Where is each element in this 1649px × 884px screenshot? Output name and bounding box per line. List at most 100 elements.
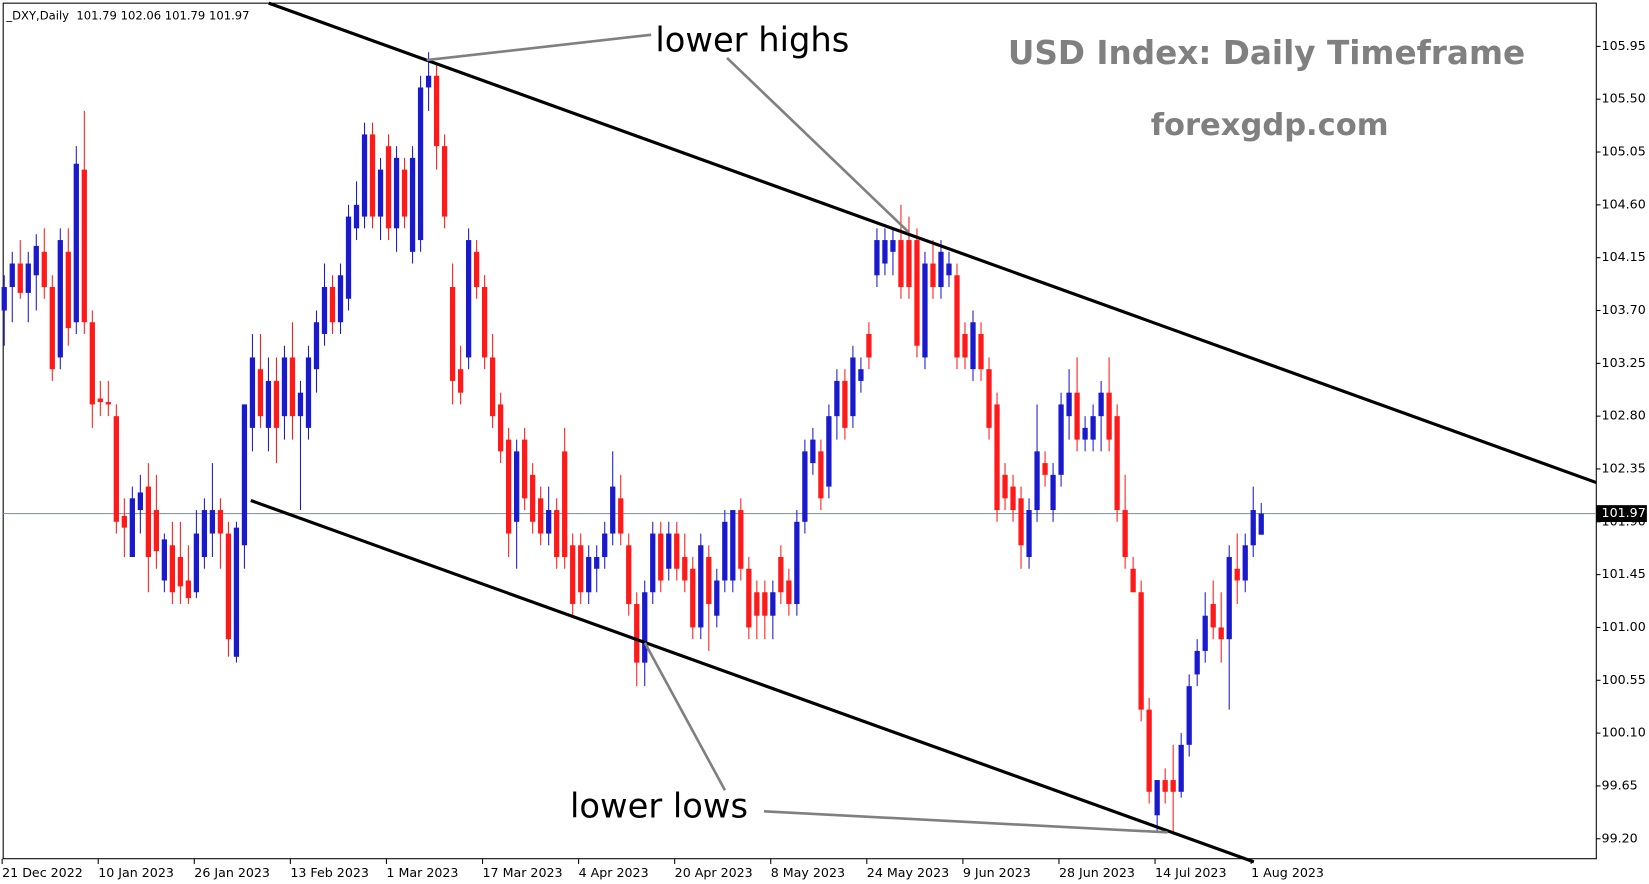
candle-body xyxy=(562,451,568,558)
y-tick-label: 102.80 xyxy=(1602,408,1646,423)
candle-body xyxy=(465,240,472,358)
candle-body xyxy=(1250,510,1256,546)
candle-body xyxy=(1098,392,1104,417)
candle-body xyxy=(794,521,800,604)
candle-body xyxy=(970,322,976,370)
candle-body xyxy=(938,251,944,288)
candle-body xyxy=(433,75,440,147)
candle-body xyxy=(842,380,848,428)
y-tick-label: 99.20 xyxy=(1602,830,1638,845)
y-tick-label: 105.95 xyxy=(1602,38,1646,53)
candle-body xyxy=(858,369,864,381)
candle-body xyxy=(498,404,504,452)
candle-body xyxy=(1154,780,1160,816)
x-tick-label: 1 Aug 2023 xyxy=(1251,865,1324,880)
candle-body xyxy=(650,533,656,593)
candle-body xyxy=(57,240,63,358)
y-tick-label: 105.05 xyxy=(1602,144,1646,159)
candle-body xyxy=(506,439,512,534)
x-tick-label: 9 Jun 2023 xyxy=(963,865,1031,880)
x-tick-label: 4 Apr 2023 xyxy=(579,865,649,880)
y-tick-label: 101.45 xyxy=(1602,566,1646,581)
candle-body xyxy=(289,357,296,417)
candle-body xyxy=(1,287,7,311)
candle-body xyxy=(9,263,15,288)
pointer-line xyxy=(726,56,910,233)
candle-body xyxy=(313,322,320,370)
candle-body xyxy=(890,240,896,252)
candle-body xyxy=(850,357,856,417)
candle-body xyxy=(834,380,840,417)
y-tick-label: 103.25 xyxy=(1602,355,1646,370)
candle-body xyxy=(305,357,312,428)
candle-body xyxy=(514,451,520,522)
candle-body xyxy=(1042,463,1048,475)
candle-body xyxy=(610,486,616,534)
lower-channel-line xyxy=(250,498,1255,864)
x-tick-label: 8 May 2023 xyxy=(771,865,845,880)
x-tick-label: 10 Jan 2023 xyxy=(98,865,174,880)
candle-body xyxy=(722,521,728,581)
candle-body xyxy=(1194,650,1200,675)
candle-body xyxy=(762,592,768,616)
candle-body xyxy=(209,510,216,534)
candle-body xyxy=(1218,627,1224,640)
candle-body xyxy=(297,392,304,417)
annotation: lower lows xyxy=(570,787,748,826)
candle-body xyxy=(922,263,928,358)
candle-body xyxy=(538,498,544,534)
candle-body xyxy=(169,545,176,593)
candle-body xyxy=(778,557,784,593)
candle-body xyxy=(425,75,432,88)
y-tick-label: 101.00 xyxy=(1602,619,1646,634)
candle-body xyxy=(65,251,71,329)
candle-body xyxy=(1202,615,1208,651)
candle-body xyxy=(401,169,408,217)
candle-body xyxy=(1018,498,1024,546)
candle-body xyxy=(369,134,376,217)
x-tick-label: 21 Dec 2022 xyxy=(2,865,83,880)
candle-body xyxy=(594,557,600,569)
candle-body xyxy=(377,169,384,217)
y-tick-label: 99.65 xyxy=(1602,777,1638,792)
candle-body xyxy=(1034,451,1040,511)
candle-body xyxy=(954,275,960,358)
x-tick-label: 1 Mar 2023 xyxy=(386,865,458,880)
candle-body xyxy=(1258,513,1264,535)
candle-body xyxy=(345,216,352,299)
candle-body xyxy=(746,568,752,628)
candle-body xyxy=(353,204,360,229)
candle-body xyxy=(1010,486,1016,511)
candle-body xyxy=(161,539,168,581)
candle-body xyxy=(1146,709,1152,792)
candle-body xyxy=(201,510,208,558)
annotation: lower highs xyxy=(655,21,849,60)
candle-body xyxy=(874,240,880,276)
y-tick-label: 105.50 xyxy=(1602,91,1646,106)
candle-body xyxy=(33,245,39,276)
x-tick-label: 17 Mar 2023 xyxy=(483,865,563,880)
candle-body xyxy=(658,533,664,581)
chart-header: _DXY,Daily 101.79 102.06 101.79 101.97 xyxy=(5,8,249,22)
candle-body xyxy=(25,263,31,293)
candle-body xyxy=(393,157,400,229)
candle-body xyxy=(994,404,1000,511)
candle-body xyxy=(1106,392,1112,440)
x-tick-label: 24 May 2023 xyxy=(867,865,949,880)
candle-body xyxy=(554,510,560,558)
candle-body xyxy=(385,146,392,229)
x-tick-label: 28 Jun 2023 xyxy=(1059,865,1135,880)
candle-body xyxy=(714,580,720,616)
candle-body xyxy=(626,545,632,604)
candle-body xyxy=(417,87,424,241)
candle-body xyxy=(634,603,640,663)
candle-body xyxy=(473,251,480,288)
candle-body xyxy=(121,515,127,528)
candle-body xyxy=(441,146,448,217)
candle-body xyxy=(586,557,592,593)
candle-body xyxy=(145,486,151,558)
candle-body xyxy=(666,533,672,569)
candle-body xyxy=(41,251,47,288)
candle-body xyxy=(257,369,264,417)
candle-body xyxy=(1242,545,1248,581)
